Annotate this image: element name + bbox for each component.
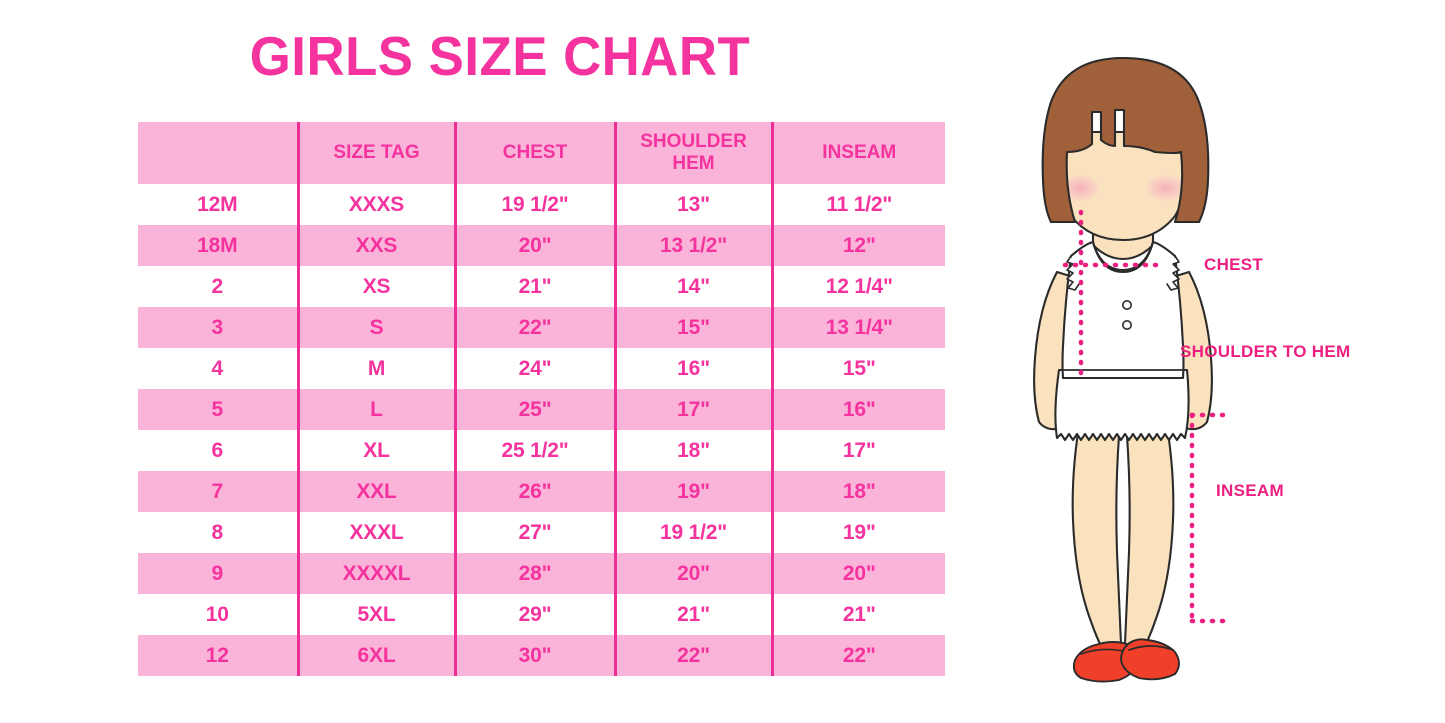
- cell-shoulder-hem: 22": [615, 635, 774, 676]
- cell-size: 8: [138, 512, 300, 553]
- cell-shoulder-hem: 19 1/2": [615, 512, 774, 553]
- cell-inseam: 19": [772, 512, 945, 553]
- cell-size: 7: [138, 471, 300, 512]
- cell-size-tag: L: [298, 389, 457, 430]
- cell-chest: 19 1/2": [455, 184, 617, 225]
- cell-chest: 30": [455, 635, 617, 676]
- column-header-inseam: INSEAM: [772, 122, 945, 184]
- size-chart-table: SIZE TAG CHEST SHOULDER HEM INSEAM 12M XX…: [138, 122, 945, 676]
- cell-size: 6: [138, 430, 300, 471]
- cell-size: 3: [138, 307, 300, 348]
- table-row: 5 L 25" 17" 16": [138, 389, 945, 430]
- cell-inseam: 20": [772, 553, 945, 594]
- cell-shoulder-hem: 16": [615, 348, 774, 389]
- cell-inseam: 12": [772, 225, 945, 266]
- cell-size-tag: 6XL: [298, 635, 457, 676]
- cell-size: 9: [138, 553, 300, 594]
- table-header-row: SIZE TAG CHEST SHOULDER HEM INSEAM: [138, 122, 945, 184]
- table-row: 18M XXS 20" 13 1/2" 12": [138, 225, 945, 266]
- table-row: 8 XXXL 27" 19 1/2" 19": [138, 512, 945, 553]
- cell-size-tag: XXL: [298, 471, 457, 512]
- cell-chest: 25": [455, 389, 617, 430]
- table-row: 7 XXL 26" 19" 18": [138, 471, 945, 512]
- inseam-measure-bracket-icon: [1189, 412, 1226, 624]
- cell-chest: 22": [455, 307, 617, 348]
- cell-size-tag: M: [298, 348, 457, 389]
- cell-chest: 26": [455, 471, 617, 512]
- table-row: 4 M 24" 16" 15": [138, 348, 945, 389]
- cell-size: 12: [138, 635, 300, 676]
- table-row: 9 XXXXL 28" 20" 20": [138, 553, 945, 594]
- cell-chest: 27": [455, 512, 617, 553]
- girl-figure-illustration: [995, 40, 1445, 690]
- cell-size: 12M: [138, 184, 300, 225]
- cell-shoulder-hem: 20": [615, 553, 774, 594]
- cell-chest: 25 1/2": [455, 430, 617, 471]
- cell-size-tag: XXXXL: [298, 553, 457, 594]
- cell-size-tag: XXS: [298, 225, 457, 266]
- cell-shoulder-hem: 18": [615, 430, 774, 471]
- cell-size: 2: [138, 266, 300, 307]
- cell-size-tag: 5XL: [298, 594, 457, 635]
- table-row: 2 XS 21" 14" 12 1/4": [138, 266, 945, 307]
- cell-size: 10: [138, 594, 300, 635]
- cell-size-tag: XXXS: [298, 184, 457, 225]
- table-row: 10 5XL 29" 21" 21": [138, 594, 945, 635]
- table-row: 3 S 22" 15" 13 1/4": [138, 307, 945, 348]
- cell-size-tag: S: [298, 307, 457, 348]
- cell-shoulder-hem: 17": [615, 389, 774, 430]
- cell-inseam: 11 1/2": [772, 184, 945, 225]
- column-header-size-tag: SIZE TAG: [298, 122, 457, 184]
- cell-shoulder-hem: 13 1/2": [615, 225, 774, 266]
- cell-shoulder-hem: 21": [615, 594, 774, 635]
- cell-inseam: 12 1/4": [772, 266, 945, 307]
- cell-inseam: 21": [772, 594, 945, 635]
- cell-size-tag: XL: [298, 430, 457, 471]
- girl-figure-icon: [1033, 56, 1226, 683]
- cell-chest: 24": [455, 348, 617, 389]
- cell-inseam: 22": [772, 635, 945, 676]
- page-title: GIRLS SIZE CHART: [249, 25, 751, 87]
- cell-inseam: 16": [772, 389, 945, 430]
- annotation-label-inseam: INSEAM: [1216, 481, 1284, 500]
- cell-shoulder-hem: 14": [615, 266, 774, 307]
- cell-inseam: 15": [772, 348, 945, 389]
- table-row: 12M XXXS 19 1/2" 13" 11 1/2": [138, 184, 945, 225]
- cell-chest: 20": [455, 225, 617, 266]
- cell-shoulder-hem: 13": [615, 184, 774, 225]
- cell-inseam: 13 1/4": [772, 307, 945, 348]
- column-header-chest: CHEST: [455, 122, 617, 184]
- cell-size: 18M: [138, 225, 300, 266]
- cell-size-tag: XXXL: [298, 512, 457, 553]
- cell-size: 4: [138, 348, 300, 389]
- cell-size-tag: XS: [298, 266, 457, 307]
- cell-size: 5: [138, 389, 300, 430]
- cell-shoulder-hem: 19": [615, 471, 774, 512]
- cell-chest: 21": [455, 266, 617, 307]
- cell-inseam: 17": [772, 430, 945, 471]
- table-row: 6 XL 25 1/2" 18" 17": [138, 430, 945, 471]
- column-header-size: [138, 122, 300, 184]
- annotation-label-chest: CHEST: [1204, 255, 1264, 274]
- table-row: 12 6XL 30" 22" 22": [138, 635, 945, 676]
- cell-chest: 29": [455, 594, 617, 635]
- cell-chest: 28": [455, 553, 617, 594]
- column-header-shoulder-hem: SHOULDER HEM: [615, 122, 774, 184]
- annotation-label-shoulder-to-hem: SHOULDER TO HEM: [1180, 342, 1351, 361]
- cell-shoulder-hem: 15": [615, 307, 774, 348]
- cell-inseam: 18": [772, 471, 945, 512]
